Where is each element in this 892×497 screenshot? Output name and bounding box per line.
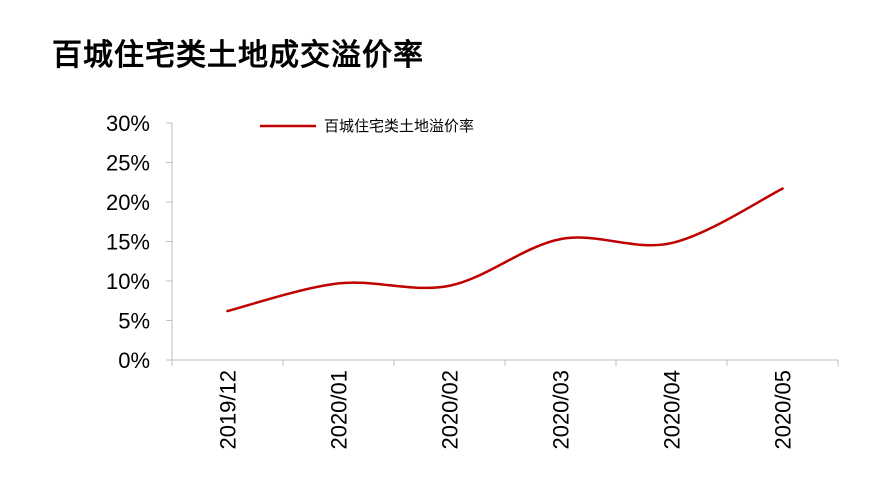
- y-tick-label: 5%: [118, 309, 150, 334]
- x-tick-label: 2020/05: [771, 370, 796, 450]
- y-tick-label: 25%: [106, 151, 150, 176]
- y-tick-label: 15%: [106, 230, 150, 255]
- y-tick-label: 30%: [106, 111, 150, 136]
- chart-title: 百城住宅类土地成交溢价率: [52, 38, 424, 73]
- data-point: [670, 241, 673, 245]
- legend-label: 百城住宅类土地溢价率: [324, 117, 474, 135]
- x-tick-label: 2020/03: [549, 370, 574, 450]
- series-line: [226, 187, 784, 313]
- x-tick-label: 2020/04: [660, 370, 685, 450]
- y-tick-label: 0%: [118, 348, 150, 373]
- series-layer: [226, 187, 784, 313]
- x-tick-label: 2019/12: [216, 370, 241, 450]
- data-point: [226, 309, 229, 313]
- legend: 百城住宅类土地溢价率: [260, 117, 474, 135]
- y-tick-label: 20%: [106, 190, 150, 215]
- x-axis: 2019/12 2020/01 2020/02 2020/03 2020/04 2020/…: [171, 359, 839, 450]
- x-tick-label: 2020/01: [327, 370, 352, 450]
- y-tick-label: 10%: [106, 269, 150, 294]
- y-axis: 0% 5% 10% 15% 20% 25% 30%: [106, 111, 173, 373]
- x-tick-label: 2020/02: [438, 370, 463, 450]
- data-point: [337, 282, 340, 285]
- data-point: [559, 237, 562, 241]
- data-point: [781, 187, 784, 190]
- data-point: [448, 284, 451, 287]
